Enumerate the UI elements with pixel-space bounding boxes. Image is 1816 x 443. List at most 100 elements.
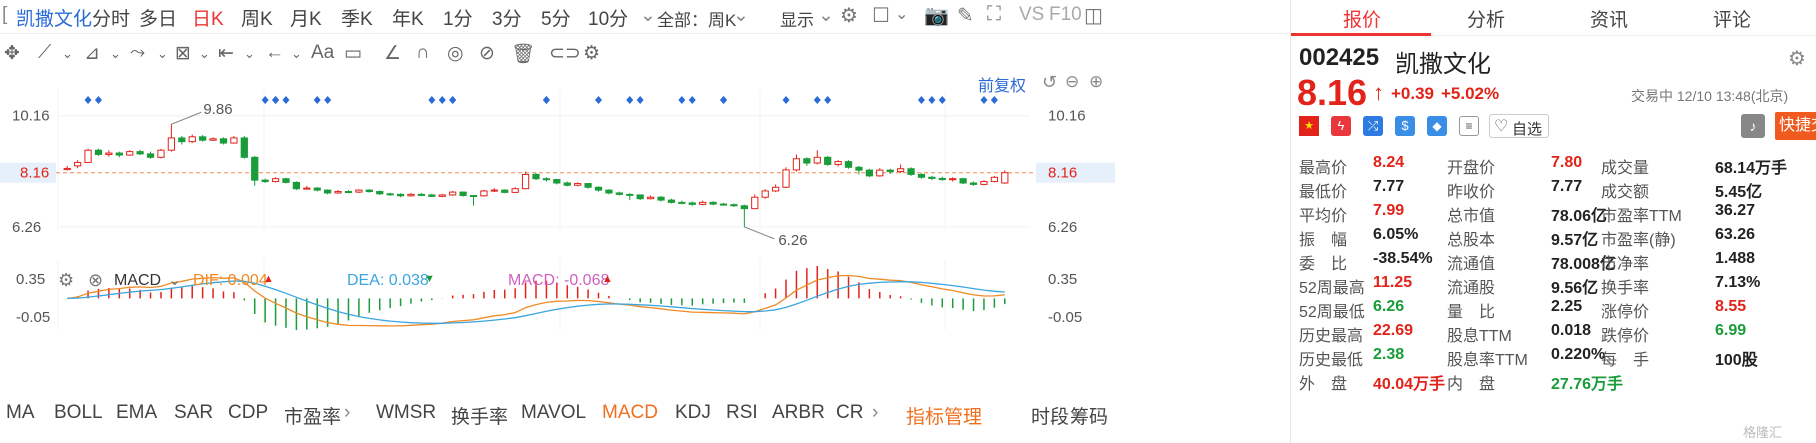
tab-season-k[interactable]: 季K xyxy=(341,9,373,30)
tab-comments[interactable]: 评论 xyxy=(1713,10,1752,31)
tab-10min[interactable]: 10分 xyxy=(588,9,629,30)
settings-icon[interactable]: ⚙ xyxy=(58,270,75,290)
stock-name-link[interactable]: 凯撒文化 xyxy=(16,9,93,30)
tab-1min[interactable]: 1分 xyxy=(443,9,473,30)
chevron-right-icon[interactable]: › xyxy=(344,402,351,423)
chevron-down-icon[interactable]: ⌄ xyxy=(168,272,182,289)
candle-body xyxy=(199,136,207,141)
kline-chart[interactable]: 10.16 10.16 6.26 6.26 8.16 8.16 9.86 6.26 0.35 0.… xyxy=(0,80,1115,400)
indicator-name[interactable]: MACD xyxy=(114,272,162,289)
low-label: 6.26 xyxy=(778,232,807,249)
chevron-down-icon[interactable]: ⌄ xyxy=(895,6,909,23)
undo-icon[interactable]: ↺ xyxy=(1042,72,1058,92)
dollar-icon[interactable]: $ xyxy=(1395,116,1415,136)
candle-body xyxy=(896,168,905,173)
line-tool-icon[interactable]: ⟋ xyxy=(38,42,52,63)
tab-year-k[interactable]: 年K xyxy=(392,9,424,30)
tab-cr[interactable]: CR xyxy=(836,402,864,423)
candle-body xyxy=(678,201,686,204)
tab-fenshi[interactable]: 分时 xyxy=(92,9,131,30)
bell-icon[interactable]: ♪ xyxy=(1741,114,1765,138)
range-tool-icon[interactable]: ⇤ xyxy=(218,43,234,64)
arrow-tool-icon[interactable]: ← xyxy=(265,42,284,63)
chevron-down-icon[interactable]: ⌄ xyxy=(199,46,210,61)
f10-button[interactable]: F10 xyxy=(1049,4,1082,25)
tab-month-k[interactable]: 月K xyxy=(290,9,322,30)
square-icon[interactable]: ☐ xyxy=(872,5,890,27)
eye-icon[interactable]: ◎ xyxy=(447,43,464,64)
tab-week-k[interactable]: 周K xyxy=(241,9,273,30)
tab-sar[interactable]: SAR xyxy=(174,402,214,423)
quote-value: 100股 xyxy=(1715,352,1758,369)
hide-icon[interactable]: ⊘ xyxy=(479,43,495,64)
tag-icon[interactable]: ◆ xyxy=(1427,116,1447,136)
tab-ma[interactable]: MA xyxy=(6,402,35,423)
candle-body xyxy=(136,151,144,155)
candle-body xyxy=(636,194,644,200)
pencil-icon[interactable]: ✎ xyxy=(957,5,974,27)
chevron-down-icon[interactable]: ⌄ xyxy=(110,46,121,61)
tab-5min[interactable]: 5分 xyxy=(541,9,571,30)
display-menu[interactable]: 显示 xyxy=(780,11,814,30)
chevron-down-icon[interactable]: ⌄ xyxy=(62,46,73,61)
camera-icon[interactable]: 📷 xyxy=(924,5,949,27)
chevron-down-icon[interactable]: ⌄ xyxy=(244,46,255,61)
quick-trade-button[interactable]: 快捷交易 xyxy=(1775,112,1816,140)
settings-icon[interactable]: ⚙ xyxy=(1788,48,1806,70)
vs-button[interactable]: VS xyxy=(1019,4,1045,25)
indicator-manage-button[interactable]: 指标管理 xyxy=(906,407,983,428)
tab-cdp[interactable]: CDP xyxy=(228,402,269,423)
wave-tool-icon[interactable]: ⤳ xyxy=(130,42,146,63)
sidebar-toggle-icon[interactable]: ◫ xyxy=(1084,5,1103,27)
range-select[interactable]: 全部：周K xyxy=(657,11,737,30)
quote-value: 9.57亿 xyxy=(1551,232,1599,249)
tab-quote[interactable]: 报价 xyxy=(1343,10,1382,31)
settings-icon[interactable]: ⚙ xyxy=(840,5,858,27)
quote-label: 52周最低 xyxy=(1299,304,1365,321)
fib-tool-icon[interactable]: ⊠ xyxy=(175,43,191,64)
fullscreen-icon[interactable]: ⛶ xyxy=(987,3,1001,25)
shuffle-icon[interactable]: ⤮ xyxy=(1363,116,1383,136)
candle-body xyxy=(188,136,196,143)
watchlist-button[interactable]: ♡ 自选 xyxy=(1489,114,1549,138)
comment-tool-icon[interactable]: ▭ xyxy=(344,43,362,64)
tab-rsi[interactable]: RSI xyxy=(726,402,758,423)
note-icon[interactable]: ≡ xyxy=(1459,116,1479,136)
chevron-down-icon[interactable]: ⌄ xyxy=(640,5,656,26)
polyline-tool-icon[interactable]: ⊿ xyxy=(84,43,100,64)
tab-news[interactable]: 资讯 xyxy=(1590,10,1629,31)
tab-boll[interactable]: BOLL xyxy=(54,402,103,423)
adjust-button[interactable]: 前复权 xyxy=(978,78,1027,95)
chevron-down-icon[interactable]: ⌄ xyxy=(818,5,834,26)
tab-3min[interactable]: 3分 xyxy=(492,9,522,30)
zoom-in-icon[interactable]: ⊕ xyxy=(1089,72,1104,91)
text-tool[interactable]: Aa xyxy=(311,42,335,63)
chevron-down-icon[interactable]: ⌄ xyxy=(157,46,168,61)
chevron-right-icon[interactable]: › xyxy=(872,402,879,423)
tab-kdj[interactable]: KDJ xyxy=(675,402,711,423)
tab-chips[interactable]: 筹码 xyxy=(1070,407,1109,428)
angle-tool-icon[interactable]: ∠ xyxy=(384,43,402,64)
link-icon[interactable]: ⊂⊃ xyxy=(549,43,581,64)
move-icon[interactable]: ✥ xyxy=(4,43,20,64)
quote-value: 0.220% xyxy=(1551,346,1606,363)
tab-ema[interactable]: EMA xyxy=(116,402,158,423)
tab-mavol[interactable]: MAVOL xyxy=(521,402,587,423)
tab-turnover[interactable]: 换手率 xyxy=(451,407,509,428)
tab-day-k[interactable]: 日K xyxy=(192,9,224,30)
tab-analysis[interactable]: 分析 xyxy=(1467,10,1506,31)
bolt-icon[interactable]: ϟ xyxy=(1331,116,1351,136)
chevron-down-icon[interactable]: ⌄ xyxy=(733,5,749,26)
tab-session[interactable]: 时段 xyxy=(1031,407,1070,428)
trash-icon[interactable]: 🗑 xyxy=(511,44,536,65)
magnet-icon[interactable]: ∩ xyxy=(416,42,430,63)
tab-duori[interactable]: 多日 xyxy=(139,9,178,30)
settings-icon[interactable]: ⚙ xyxy=(583,43,601,64)
tab-macd[interactable]: MACD xyxy=(602,402,658,423)
chevron-down-icon[interactable]: ⌄ xyxy=(291,46,302,61)
tab-pe[interactable]: 市盈率 xyxy=(284,407,342,428)
zoom-out-icon[interactable]: ⊖ xyxy=(1065,72,1080,91)
tab-wmsr[interactable]: WMSR xyxy=(376,402,437,423)
tab-arbr[interactable]: ARBR xyxy=(772,402,825,423)
close-icon[interactable]: ⊗ xyxy=(88,270,104,290)
